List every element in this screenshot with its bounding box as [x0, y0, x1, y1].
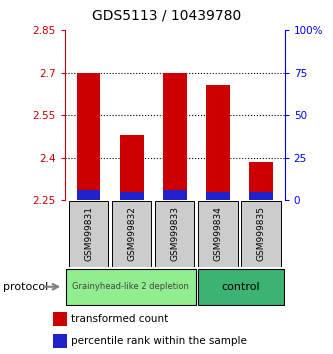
- Bar: [163, 73, 187, 200]
- Text: GSM999832: GSM999832: [127, 206, 136, 261]
- FancyBboxPatch shape: [198, 269, 284, 305]
- Bar: [249, 192, 273, 200]
- FancyBboxPatch shape: [112, 201, 151, 267]
- Text: Grainyhead-like 2 depletion: Grainyhead-like 2 depletion: [73, 282, 189, 291]
- Text: protocol: protocol: [3, 282, 49, 292]
- Bar: [163, 190, 187, 200]
- Text: GSM999831: GSM999831: [84, 206, 93, 261]
- Text: control: control: [221, 282, 260, 292]
- Bar: [206, 85, 230, 200]
- Text: GSM999833: GSM999833: [170, 206, 179, 261]
- Text: GDS5113 / 10439780: GDS5113 / 10439780: [92, 9, 241, 23]
- FancyBboxPatch shape: [66, 269, 196, 305]
- FancyBboxPatch shape: [69, 201, 108, 267]
- Text: GSM999835: GSM999835: [256, 206, 265, 261]
- FancyBboxPatch shape: [155, 201, 194, 267]
- Bar: [249, 162, 273, 200]
- Bar: [53, 312, 67, 326]
- Text: percentile rank within the sample: percentile rank within the sample: [71, 336, 247, 346]
- FancyBboxPatch shape: [241, 201, 281, 267]
- Bar: [53, 334, 67, 348]
- Text: GSM999834: GSM999834: [213, 206, 222, 261]
- Bar: [77, 190, 101, 200]
- Bar: [206, 192, 230, 200]
- Bar: [77, 73, 101, 200]
- Bar: [120, 192, 144, 200]
- Text: transformed count: transformed count: [71, 314, 168, 324]
- FancyBboxPatch shape: [198, 201, 237, 267]
- Bar: [120, 135, 144, 200]
